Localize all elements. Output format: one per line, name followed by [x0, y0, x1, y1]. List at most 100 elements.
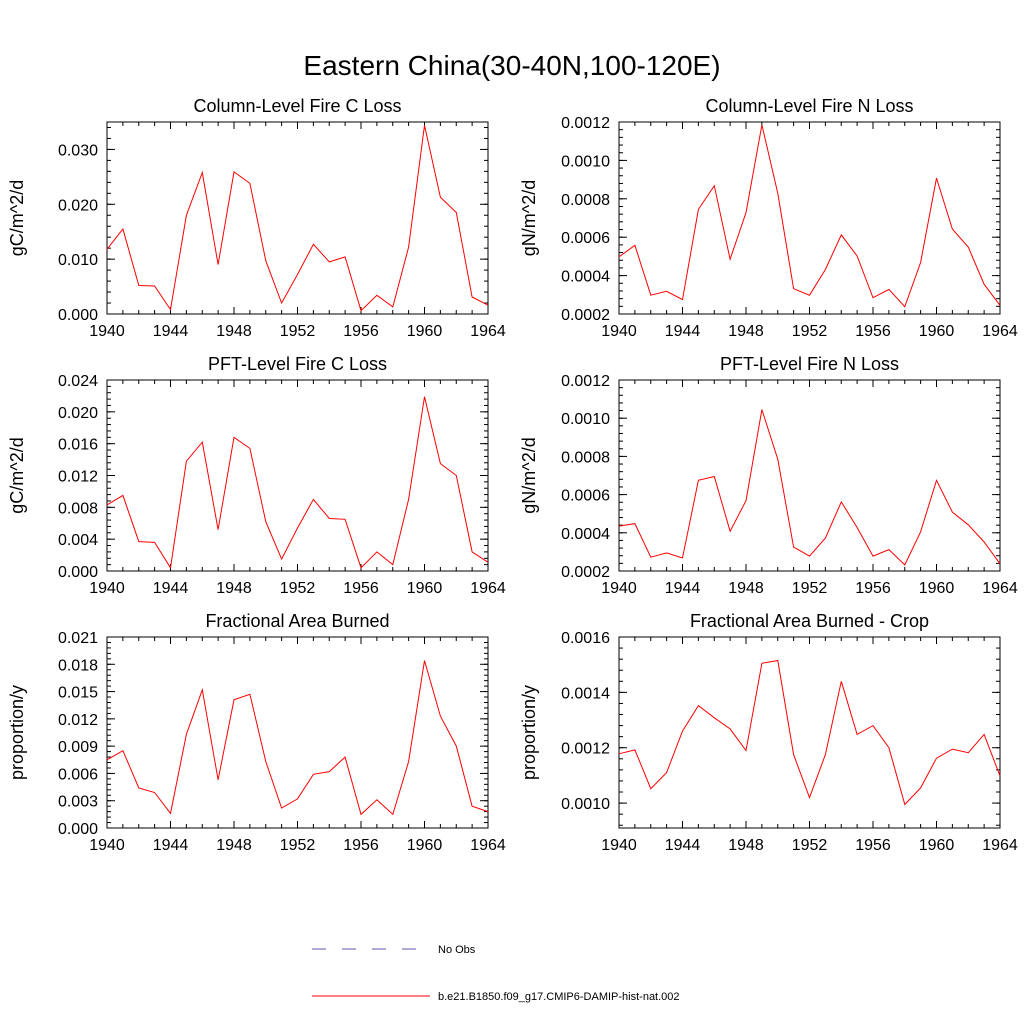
- figure-title: Eastern China(30-40N,100-120E): [303, 50, 720, 81]
- series-line: [106, 660, 489, 816]
- y-tick-label: 0.0010: [561, 411, 610, 428]
- panel-title: PFT-Level Fire N Loss: [720, 354, 899, 374]
- x-tick-label: 1944: [153, 323, 189, 340]
- y-tick-label: 0.0012: [561, 115, 610, 132]
- y-tick-label: 0.0012: [561, 373, 610, 390]
- x-tick-label: 1940: [89, 837, 125, 854]
- y-axis-label: proportion/y: [7, 685, 27, 780]
- plot-frame: [618, 636, 1001, 829]
- x-tick-label: 1948: [728, 323, 764, 340]
- y-tick-label: 0.0014: [561, 685, 610, 702]
- x-tick-label: 1956: [855, 580, 891, 597]
- x-tick-label: 1940: [601, 323, 637, 340]
- y-tick-label: 0.021: [58, 630, 98, 647]
- x-tick-label: 1956: [343, 580, 379, 597]
- panel-title: Fractional Area Burned - Crop: [690, 611, 929, 631]
- x-tick-label: 1948: [728, 580, 764, 597]
- x-tick-label: 1956: [343, 323, 379, 340]
- panel-title: Column-Level Fire C Loss: [193, 96, 401, 116]
- series-line: [618, 124, 1001, 308]
- panel-title: Fractional Area Burned: [205, 611, 389, 631]
- y-tick-label: 0.0002: [561, 564, 610, 581]
- x-tick-label: 1952: [280, 580, 316, 597]
- x-tick-label: 1940: [601, 837, 637, 854]
- y-tick-label: 0.000: [58, 821, 98, 838]
- y-tick-label: 0.012: [58, 469, 98, 486]
- x-tick-label: 1964: [470, 837, 506, 854]
- x-tick-label: 1964: [982, 580, 1018, 597]
- x-tick-label: 1964: [470, 580, 506, 597]
- x-tick-label: 1964: [982, 837, 1018, 854]
- x-tick-label: 1960: [919, 323, 955, 340]
- y-tick-label: 0.0004: [561, 526, 610, 543]
- x-tick-label: 1960: [407, 323, 443, 340]
- x-tick-label: 1952: [280, 323, 316, 340]
- x-tick-label: 1948: [216, 323, 252, 340]
- x-tick-label: 1960: [919, 580, 955, 597]
- x-tick-label: 1940: [89, 580, 125, 597]
- x-tick-label: 1956: [855, 837, 891, 854]
- x-tick-label: 1960: [407, 837, 443, 854]
- x-tick-label: 1956: [343, 837, 379, 854]
- y-tick-label: 0.004: [58, 532, 98, 549]
- y-tick-label: 0.0010: [561, 153, 610, 170]
- y-tick-label: 0.008: [58, 500, 98, 517]
- chart-panel-1: Column-Level Fire C Loss gC/m^2/d 1940 1944…: [7, 96, 506, 340]
- y-tick-label: 0.0008: [561, 192, 610, 209]
- y-axis-label: gN/m^2/d: [519, 437, 539, 513]
- x-tick-label: 1952: [280, 837, 316, 854]
- x-tick-label: 1948: [728, 837, 764, 854]
- x-tick-label: 1940: [601, 580, 637, 597]
- series-line: [618, 659, 1001, 806]
- y-tick-label: 0.020: [58, 197, 98, 214]
- x-tick-label: 1944: [665, 323, 701, 340]
- y-tick-label: 0.016: [58, 437, 98, 454]
- y-tick-label: 0.009: [58, 739, 98, 756]
- y-tick-label: 0.015: [58, 685, 98, 702]
- chart-panel-4: PFT-Level Fire N Loss gN/m^2/d 1940 1944 194…: [519, 354, 1018, 597]
- x-tick-label: 1964: [982, 323, 1018, 340]
- series-line: [618, 409, 1001, 566]
- chart-panel-3: PFT-Level Fire C Loss gC/m^2/d 1940 1944 194…: [7, 354, 506, 597]
- y-tick-label: 0.010: [58, 252, 98, 269]
- y-tick-label: 0.024: [58, 373, 98, 390]
- y-tick-label: 0.0010: [561, 796, 610, 813]
- y-tick-label: 0.000: [58, 564, 98, 581]
- x-tick-label: 1944: [153, 580, 189, 597]
- y-tick-label: 0.018: [58, 657, 98, 674]
- plot-frame: [106, 379, 489, 572]
- panel-title: PFT-Level Fire C Loss: [208, 354, 387, 374]
- y-tick-label: 0.000: [58, 307, 98, 324]
- y-tick-label: 0.0006: [561, 230, 610, 247]
- x-tick-label: 1940: [89, 323, 125, 340]
- legend-label-no-obs: No Obs: [438, 944, 476, 956]
- y-axis-label: gC/m^2/d: [7, 180, 27, 256]
- y-tick-label: 0.0004: [561, 269, 610, 286]
- x-tick-label: 1960: [919, 837, 955, 854]
- panel-title: Column-Level Fire N Loss: [705, 96, 913, 116]
- y-axis-label: gN/m^2/d: [519, 180, 539, 256]
- y-tick-label: 0.006: [58, 766, 98, 783]
- x-tick-label: 1956: [855, 323, 891, 340]
- x-tick-label: 1960: [407, 580, 443, 597]
- y-tick-label: 0.0002: [561, 307, 610, 324]
- x-tick-label: 1948: [216, 837, 252, 854]
- chart-panel-6: Fractional Area Burned - Crop proportion/…: [519, 611, 1018, 854]
- series-line: [106, 125, 489, 312]
- y-tick-label: 0.0012: [561, 741, 610, 758]
- series-line: [106, 396, 489, 570]
- y-tick-label: 0.003: [58, 794, 98, 811]
- plot-frame: [618, 121, 1001, 315]
- legend-label-model: b.e21.B1850.f09_g17.CMIP6-DAMIP-hist-nat…: [438, 991, 680, 1003]
- x-tick-label: 1952: [792, 580, 828, 597]
- y-tick-label: 0.020: [58, 405, 98, 422]
- plot-frame: [106, 121, 489, 315]
- x-tick-label: 1952: [792, 837, 828, 854]
- legend: No Obs b.e21.B1850.f09_g17.CMIP6-DAMIP-h…: [312, 944, 680, 1003]
- x-tick-label: 1952: [792, 323, 828, 340]
- y-axis-label: gC/m^2/d: [7, 437, 27, 513]
- y-axis-label: proportion/y: [519, 685, 539, 780]
- y-tick-label: 0.0016: [561, 630, 610, 647]
- chart-panel-5: Fractional Area Burned proportion/y 1940 19…: [7, 611, 506, 854]
